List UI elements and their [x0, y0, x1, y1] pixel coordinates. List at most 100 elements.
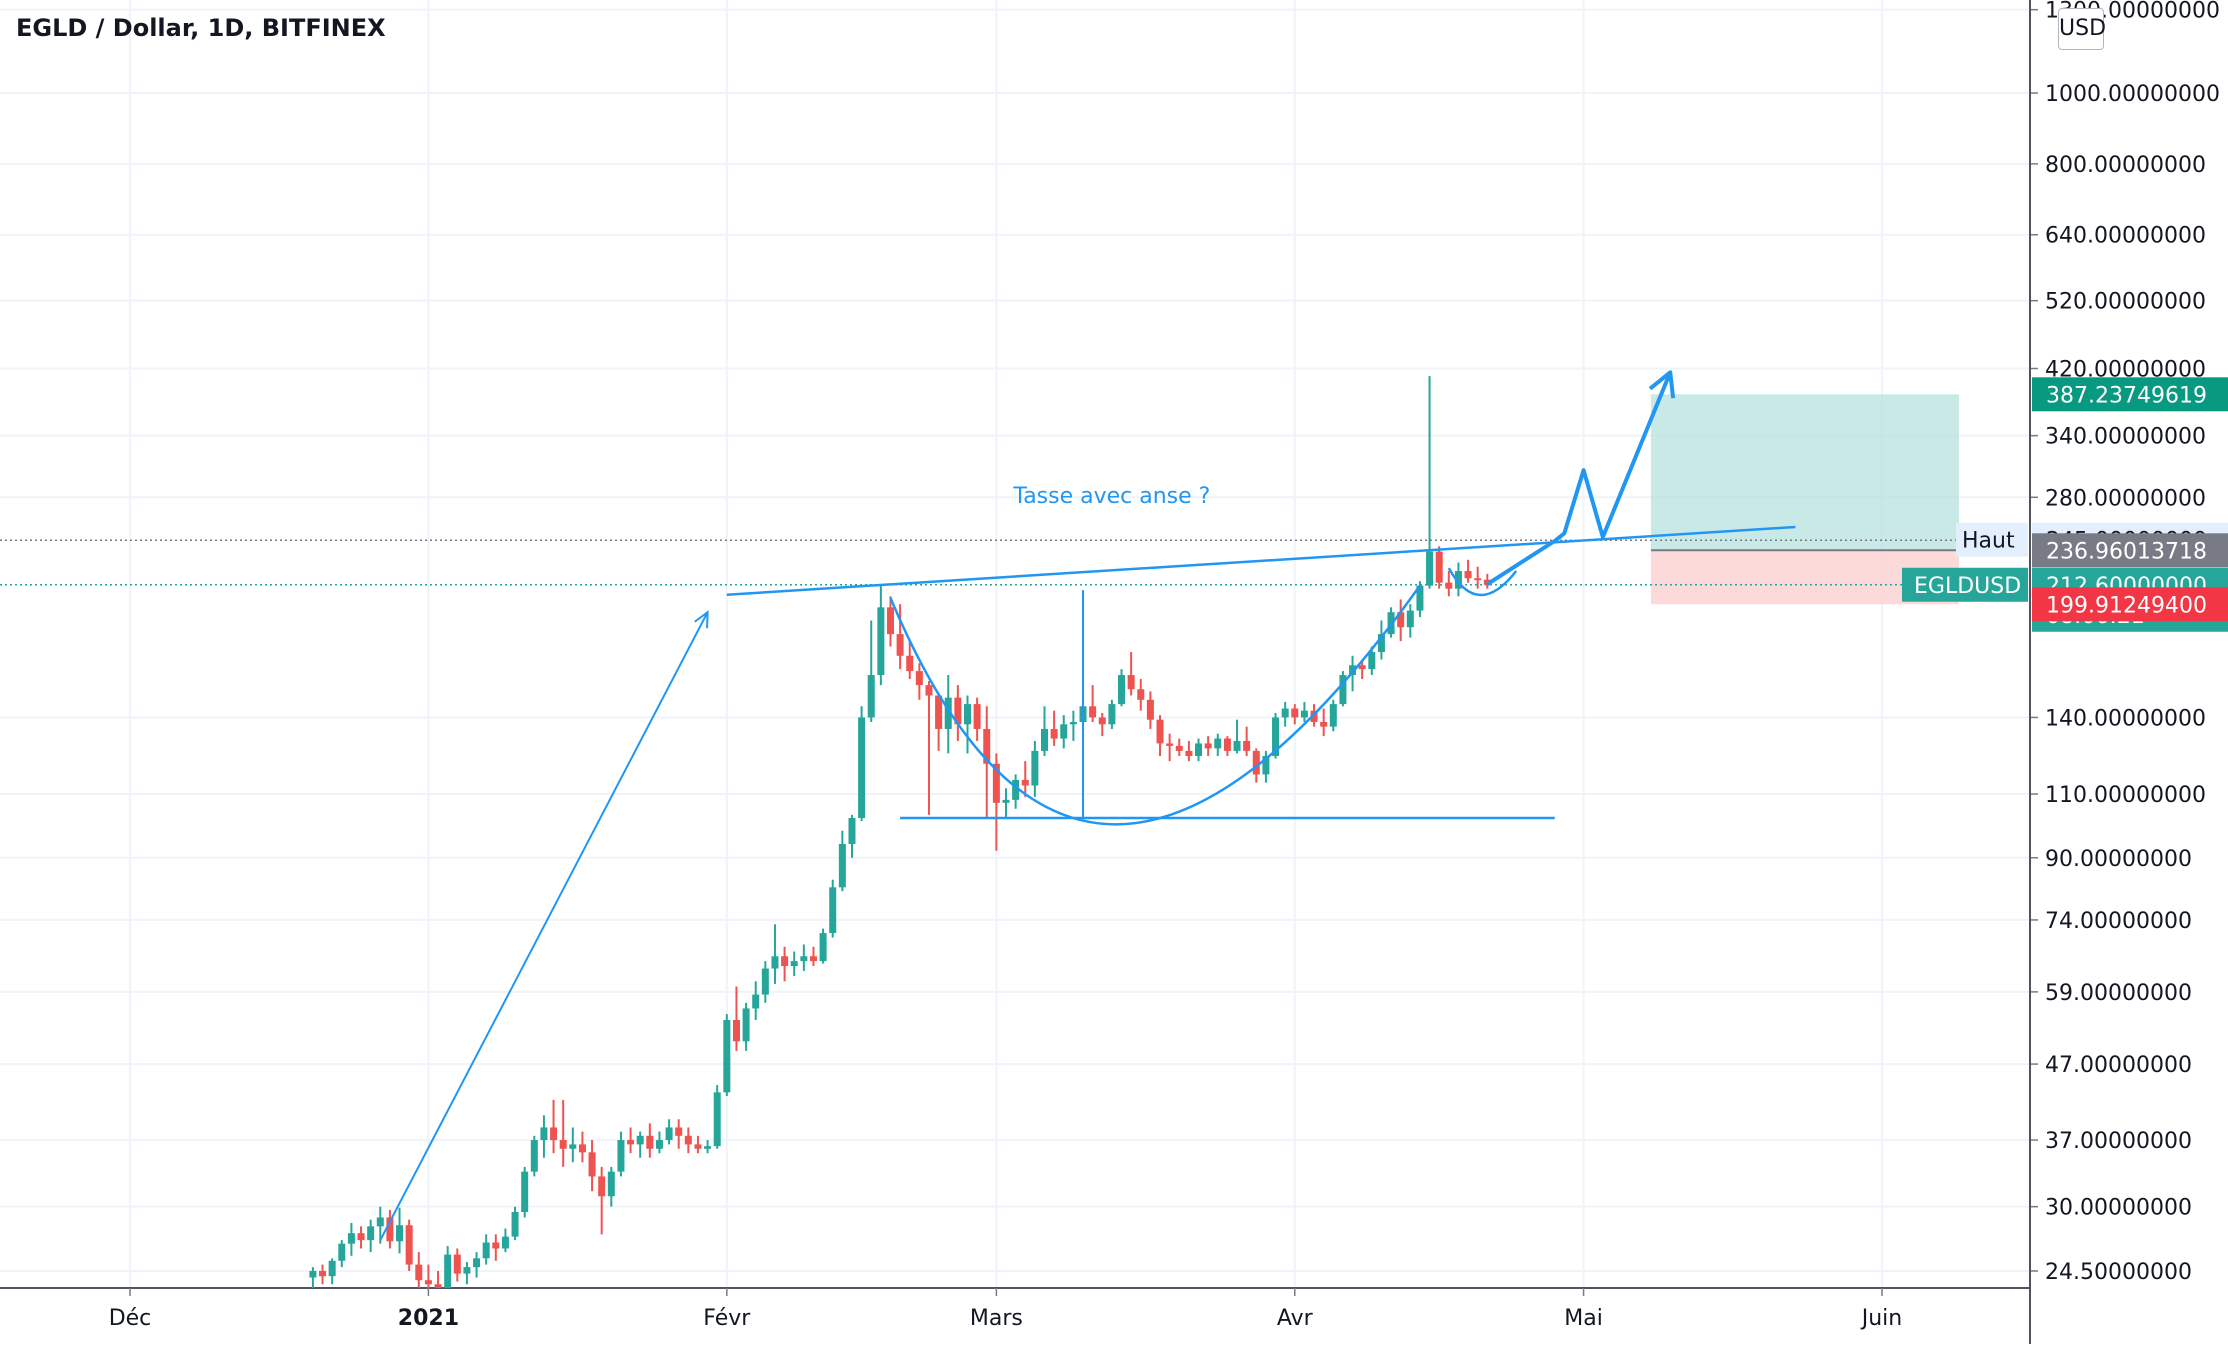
candle-body: [540, 1127, 548, 1141]
candle-body: [1137, 689, 1145, 700]
candle-body: [434, 1284, 442, 1288]
candle-body: [1021, 779, 1029, 786]
candle-body: [906, 655, 914, 672]
y-tick-label: 47.00000000: [2045, 1053, 2192, 1078]
y-tick-label: 280.00000000: [2045, 486, 2206, 511]
x-tick-label: 2021: [398, 1306, 459, 1331]
candle-body: [1358, 665, 1366, 670]
stop-price-label-bg: [2032, 587, 2228, 622]
candle-body: [713, 1092, 721, 1147]
candle-body: [1300, 710, 1308, 718]
entry-price-label-bg: [2032, 533, 2228, 568]
y-tick-label: 800.00000000: [2045, 153, 2206, 178]
candle-body: [376, 1217, 384, 1227]
candle-body: [829, 887, 837, 934]
candle-body: [1118, 675, 1126, 705]
candle-body: [761, 968, 769, 995]
y-tick-label: 340.00000000: [2045, 425, 2206, 450]
y-tick-label: 640.00000000: [2045, 224, 2206, 249]
resistance-line: [726, 525, 1796, 597]
y-tick-label: 59.00000000: [2045, 981, 2192, 1006]
candle-body: [819, 933, 827, 962]
y-tick-label: 30.00000000: [2045, 1196, 2192, 1221]
candle-body: [1320, 722, 1328, 727]
candle-body: [492, 1242, 500, 1249]
candle-body: [453, 1254, 461, 1274]
target-price-label: 387.23749619: [2046, 383, 2207, 408]
candle-body: [636, 1135, 644, 1145]
candle-body: [646, 1135, 654, 1149]
candle-body: [771, 956, 779, 969]
candle-body: [367, 1226, 375, 1241]
candle-body: [444, 1254, 452, 1288]
candle-body: [1002, 799, 1010, 803]
candle-body: [473, 1258, 481, 1268]
candle-body: [1243, 740, 1251, 751]
candle-body: [973, 704, 981, 729]
candle-body: [1175, 745, 1183, 751]
candle-body: [386, 1217, 394, 1242]
candle-body: [983, 728, 991, 764]
candle-body: [925, 685, 933, 696]
candle-body: [896, 634, 904, 656]
candle-body: [617, 1140, 625, 1172]
candle-body: [1146, 699, 1154, 720]
candle-body: [1368, 652, 1376, 670]
y-tick-label: 520.00000000: [2045, 290, 2206, 315]
candle-body: [424, 1280, 432, 1285]
handle-curve: [1447, 567, 1518, 597]
candle-body: [1108, 704, 1116, 725]
candle-body: [655, 1140, 663, 1149]
pattern-label: Tasse avec anse ?: [1012, 484, 1210, 509]
candle-body: [511, 1212, 519, 1237]
candle-body: [752, 994, 760, 1009]
candle-body: [1397, 612, 1405, 628]
candle-body: [790, 961, 798, 967]
symbol-tag-label: EGLDUSD: [1914, 574, 2021, 599]
candle-body: [1098, 717, 1106, 725]
candle-body: [838, 843, 846, 888]
y-tick-label: 140.00000000: [2045, 706, 2206, 731]
x-tick-label: Déc: [109, 1306, 152, 1331]
y-tick-label: 24.50000000: [2045, 1260, 2192, 1285]
candle-body: [530, 1140, 538, 1172]
candle-body: [1166, 743, 1174, 746]
candle-body: [1474, 578, 1482, 581]
candle-body: [396, 1225, 404, 1242]
projection-arrow-head: [1648, 370, 1676, 399]
candle-body: [357, 1233, 365, 1241]
candle-body: [1454, 571, 1462, 589]
candle-body: [1214, 738, 1222, 749]
candle-body: [598, 1176, 606, 1197]
impulse-arrow: [379, 611, 709, 1241]
candle-body: [1349, 665, 1357, 676]
candle-body: [1262, 755, 1270, 775]
candle-body: [1204, 743, 1212, 749]
candle-body: [1050, 728, 1058, 739]
candle-body: [415, 1264, 423, 1281]
y-tick-label: 1000.00000000: [2045, 82, 2220, 107]
candle-body: [723, 1019, 731, 1093]
candle-body: [886, 607, 894, 635]
candle-body: [1339, 675, 1347, 705]
candle-body: [328, 1260, 336, 1277]
x-tick-label: Mars: [970, 1306, 1023, 1331]
x-tick-label: Févr: [703, 1306, 751, 1331]
y-tick-label: 74.00000000: [2045, 909, 2192, 934]
candle-body: [809, 956, 817, 962]
candle-body: [1272, 717, 1280, 756]
candle-body: [578, 1144, 586, 1153]
candle-body: [781, 956, 789, 967]
candle-body: [694, 1144, 702, 1149]
candle-body: [1310, 710, 1318, 723]
candle-body: [1156, 719, 1164, 744]
candle-body: [1069, 722, 1077, 725]
alert-name-bg: [1956, 522, 2028, 557]
alert-name-label: Haut: [1962, 529, 2015, 554]
projection-path: [1486, 371, 1673, 586]
currency-badge[interactable]: USD: [2058, 8, 2106, 50]
candle-body: [559, 1140, 567, 1149]
candle-body: [665, 1127, 673, 1141]
